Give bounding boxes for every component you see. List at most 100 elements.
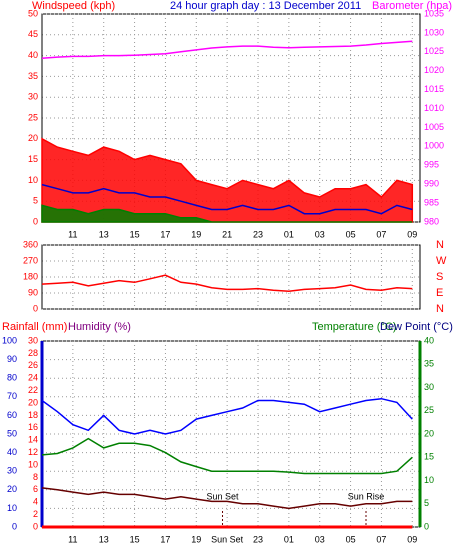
x-tick-label: 01 <box>284 534 294 544</box>
y-tick-label: 22 <box>28 385 38 395</box>
y-tick-label: 1020 <box>424 65 444 75</box>
y-tick-label: 25 <box>28 112 38 122</box>
axis-header: Rainfall (mm) <box>2 321 67 333</box>
y-tick-label: 5 <box>424 498 429 508</box>
y-tick-label: 45 <box>28 29 38 39</box>
y-tick-label: 70 <box>7 391 17 401</box>
y-tick-label: 20 <box>7 484 17 494</box>
x-tick-label: 15 <box>130 534 140 544</box>
x-tick-label: 23 <box>253 534 263 544</box>
y-tick-label: 1005 <box>424 122 444 132</box>
series-line <box>41 274 413 292</box>
x-tick-label: 05 <box>346 229 356 239</box>
y-tick-label: 4 <box>33 497 38 507</box>
y-tick-label: N <box>436 239 444 251</box>
y-tick-label: 30 <box>28 335 38 345</box>
axis-header: 24 hour graph day : 13 December 2011 <box>170 0 361 12</box>
annotation: Sun Set <box>206 491 239 501</box>
y-tick-label: 1035 <box>424 8 444 18</box>
y-tick-label: 995 <box>424 160 439 170</box>
x-tick-label: 03 <box>315 534 325 544</box>
y-tick-label: 40 <box>7 447 17 457</box>
y-tick-label: 2 <box>33 509 38 519</box>
x-tick-label: 19 <box>191 534 201 544</box>
y-tick-label: 24 <box>28 373 38 383</box>
y-tick-label: 20 <box>28 133 38 143</box>
series-line <box>41 437 413 475</box>
y-tick-label: 50 <box>7 428 17 438</box>
x-tick-label: 03 <box>315 229 325 239</box>
y-tick-label: 15 <box>28 154 38 164</box>
y-tick-label: 30 <box>28 92 38 102</box>
y-tick-label: 270 <box>23 255 38 265</box>
y-tick-label: 50 <box>28 8 38 18</box>
y-tick-label: 10 <box>28 459 38 469</box>
y-tick-label: S <box>436 271 443 283</box>
y-tick-label: 0 <box>424 521 429 531</box>
y-tick-label: 15 <box>424 452 434 462</box>
x-tick-label: 01 <box>284 229 294 239</box>
axis-header: Temperature (°C) <box>312 321 396 333</box>
x-tick-label: 19 <box>191 229 201 239</box>
y-tick-label: 10 <box>7 503 17 513</box>
axis-header: Windspeed (kph) <box>32 0 115 12</box>
y-tick-label: N <box>436 303 444 315</box>
y-tick-label: 8 <box>33 472 38 482</box>
x-tick-label: 09 <box>407 534 417 544</box>
plot-area <box>41 244 421 310</box>
y-tick-label: 14 <box>28 435 38 445</box>
y-tick-label: 20 <box>28 397 38 407</box>
x-tick-label: 17 <box>160 229 170 239</box>
axis-header: Humidity (%) <box>68 321 131 333</box>
y-tick-label: 980 <box>424 216 439 226</box>
series-line <box>41 40 413 59</box>
y-tick-label: 28 <box>28 348 38 358</box>
y-tick-label: 1015 <box>424 84 444 94</box>
y-tick-label: 1000 <box>424 141 444 151</box>
series-line <box>41 183 413 215</box>
axis-header: Barometer (hpa) <box>372 0 452 12</box>
y-tick-label: 60 <box>7 410 17 420</box>
y-tick-label: 1010 <box>424 103 444 113</box>
x-tick-label: 05 <box>346 534 356 544</box>
y-tick-label: 10 <box>424 475 434 485</box>
y-tick-label: 1030 <box>424 27 444 37</box>
y-tick-label: 0 <box>33 303 38 313</box>
series-line <box>41 487 413 510</box>
y-tick-label: 10 <box>28 175 38 185</box>
y-tick-label: 80 <box>7 373 17 383</box>
y-tick-label: W <box>436 255 447 267</box>
y-tick-label: 5 <box>33 196 38 206</box>
y-tick-label: 12 <box>28 447 38 457</box>
y-tick-label: 360 <box>23 239 38 249</box>
series-line <box>41 137 414 223</box>
x-tick-label: 13 <box>99 229 109 239</box>
y-tick-label: 1025 <box>424 46 444 56</box>
series-line <box>41 204 413 223</box>
y-tick-label: 985 <box>424 197 439 207</box>
y-tick-label: 20 <box>424 428 434 438</box>
y-tick-label: 180 <box>23 271 38 281</box>
y-tick-label: 990 <box>424 179 439 189</box>
x-tick-label: 17 <box>160 534 170 544</box>
y-tick-label: 90 <box>7 354 17 364</box>
x-tick-label: 07 <box>376 534 386 544</box>
y-tick-label: 90 <box>28 287 38 297</box>
x-tick-label: 11 <box>68 229 77 239</box>
axis-header: Dew Point (°C) <box>380 321 453 333</box>
y-tick-label: 16 <box>28 422 38 432</box>
y-tick-label: 35 <box>28 71 38 81</box>
x-tick-label: 11 <box>68 534 77 544</box>
y-tick-label: 30 <box>424 382 434 392</box>
y-tick-label: 40 <box>424 335 434 345</box>
y-tick-label: E <box>436 287 443 299</box>
x-tick-label: 09 <box>407 229 417 239</box>
x-tick-label: 13 <box>99 534 109 544</box>
y-tick-label: 35 <box>424 359 434 369</box>
x-tick-label: 07 <box>376 229 386 239</box>
y-tick-label: 100 <box>2 335 17 345</box>
x-tick-label: Sun Set <box>211 534 244 544</box>
series-line <box>41 397 413 435</box>
